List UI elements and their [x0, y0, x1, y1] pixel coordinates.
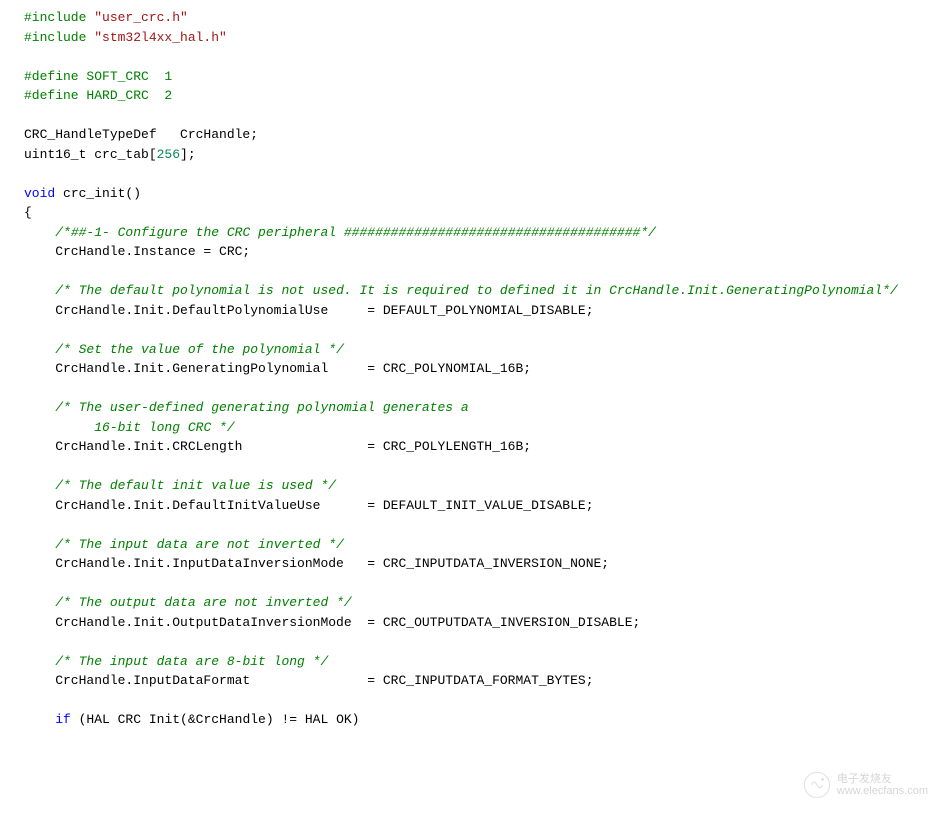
code-line: #define HARD_CRC 2	[24, 86, 920, 106]
code-token	[24, 595, 55, 610]
code-token	[24, 283, 55, 298]
code-line: CrcHandle.Init.CRCLength = CRC_POLYLENGT…	[24, 437, 920, 457]
code-line: /*##-1- Configure the CRC peripheral ###…	[24, 223, 920, 243]
code-token: #include	[24, 10, 94, 25]
code-token: if	[55, 712, 71, 727]
code-token	[24, 478, 55, 493]
code-line	[24, 515, 920, 535]
code-token: /*##-1- Configure the CRC peripheral ###…	[55, 225, 656, 240]
code-line: void crc_init()	[24, 184, 920, 204]
code-line: CrcHandle.Init.GeneratingPolynomial = CR…	[24, 359, 920, 379]
code-line	[24, 106, 920, 126]
code-token: CrcHandle.Instance = CRC;	[24, 244, 250, 259]
code-line: /* The default polynomial is not used. I…	[24, 281, 920, 301]
code-line	[24, 457, 920, 477]
code-token	[24, 537, 55, 552]
code-line: /* The input data are 8-bit long */	[24, 652, 920, 672]
code-line: CrcHandle.InputDataFormat = CRC_INPUTDAT…	[24, 671, 920, 691]
code-line	[24, 262, 920, 282]
watermark: 电子发烧友 www.elecfans.com	[803, 771, 928, 799]
code-line: #define SOFT_CRC 1	[24, 67, 920, 87]
code-line: CRC_HandleTypeDef CrcHandle;	[24, 125, 920, 145]
code-token: CrcHandle.Init.GeneratingPolynomial = CR…	[24, 361, 531, 376]
code-token: {	[24, 205, 32, 220]
code-token: "user_crc.h"	[94, 10, 188, 25]
code-line: /* The input data are not inverted */	[24, 535, 920, 555]
code-line: /* The default init value is used */	[24, 476, 920, 496]
code-token: CrcHandle.Init.DefaultInitValueUse = DEF…	[24, 498, 594, 513]
code-line: CrcHandle.Init.InputDataInversionMode = …	[24, 554, 920, 574]
code-token: /* The user-defined generating polynomia…	[55, 400, 468, 415]
code-token: /* The input data are 8-bit long */	[55, 654, 328, 669]
code-line: #include "stm32l4xx_hal.h"	[24, 28, 920, 48]
code-token: /* The default init value is used */	[55, 478, 336, 493]
code-line	[24, 47, 920, 67]
code-token	[24, 225, 55, 240]
code-line: /* Set the value of the polynomial */	[24, 340, 920, 360]
code-token: /* Set the value of the polynomial */	[55, 342, 344, 357]
code-line: /* The user-defined generating polynomia…	[24, 398, 920, 418]
code-token: CRC_HandleTypeDef CrcHandle;	[24, 127, 258, 142]
code-token	[24, 400, 55, 415]
code-line	[24, 379, 920, 399]
code-line: CrcHandle.Instance = CRC;	[24, 242, 920, 262]
code-token	[24, 712, 55, 727]
code-token: #define HARD_CRC 2	[24, 88, 172, 103]
code-token: CrcHandle.Init.DefaultPolynomialUse = DE…	[24, 303, 594, 318]
code-token: /* The output data are not inverted */	[55, 595, 351, 610]
code-token: 256	[157, 147, 180, 162]
code-line: /* The output data are not inverted */	[24, 593, 920, 613]
code-token: ];	[180, 147, 196, 162]
code-token: "stm32l4xx_hal.h"	[94, 30, 227, 45]
code-token: CrcHandle.Init.OutputDataInversionMode =…	[24, 615, 640, 630]
code-editor: #include "user_crc.h"#include "stm32l4xx…	[24, 8, 920, 730]
code-line	[24, 164, 920, 184]
code-line: #include "user_crc.h"	[24, 8, 920, 28]
code-token	[24, 342, 55, 357]
code-line: {	[24, 203, 920, 223]
code-token: #include	[24, 30, 94, 45]
code-token: CrcHandle.Init.InputDataInversionMode = …	[24, 556, 609, 571]
code-token: uint16_t crc_tab[	[24, 147, 157, 162]
code-line: uint16_t crc_tab[256];	[24, 145, 920, 165]
code-token: CrcHandle.InputDataFormat = CRC_INPUTDAT…	[24, 673, 594, 688]
code-line	[24, 691, 920, 711]
code-token: /* The input data are not inverted */	[55, 537, 344, 552]
watermark-text: 电子发烧友 www.elecfans.com	[837, 773, 928, 797]
code-token: /* The default polynomial is not used. I…	[55, 283, 898, 298]
code-token: #define SOFT_CRC 1	[24, 69, 172, 84]
code-line: 16-bit long CRC */	[24, 418, 920, 438]
code-token	[24, 420, 55, 435]
code-token: 16-bit long CRC */	[55, 420, 234, 435]
code-line: CrcHandle.Init.OutputDataInversionMode =…	[24, 613, 920, 633]
code-token: (HAL CRC Init(&CrcHandle) != HAL OK)	[71, 712, 360, 727]
code-token	[24, 654, 55, 669]
logo-icon	[803, 771, 831, 799]
code-line: CrcHandle.Init.DefaultInitValueUse = DEF…	[24, 496, 920, 516]
code-token: crc_init()	[55, 186, 141, 201]
code-line	[24, 320, 920, 340]
code-line: CrcHandle.Init.DefaultPolynomialUse = DE…	[24, 301, 920, 321]
code-line: if (HAL CRC Init(&CrcHandle) != HAL OK)	[24, 710, 920, 730]
code-line	[24, 574, 920, 594]
watermark-url: www.elecfans.com	[837, 785, 928, 797]
code-token: void	[24, 186, 55, 201]
code-line	[24, 632, 920, 652]
code-token: CrcHandle.Init.CRCLength = CRC_POLYLENGT…	[24, 439, 531, 454]
watermark-title: 电子发烧友	[837, 773, 928, 785]
